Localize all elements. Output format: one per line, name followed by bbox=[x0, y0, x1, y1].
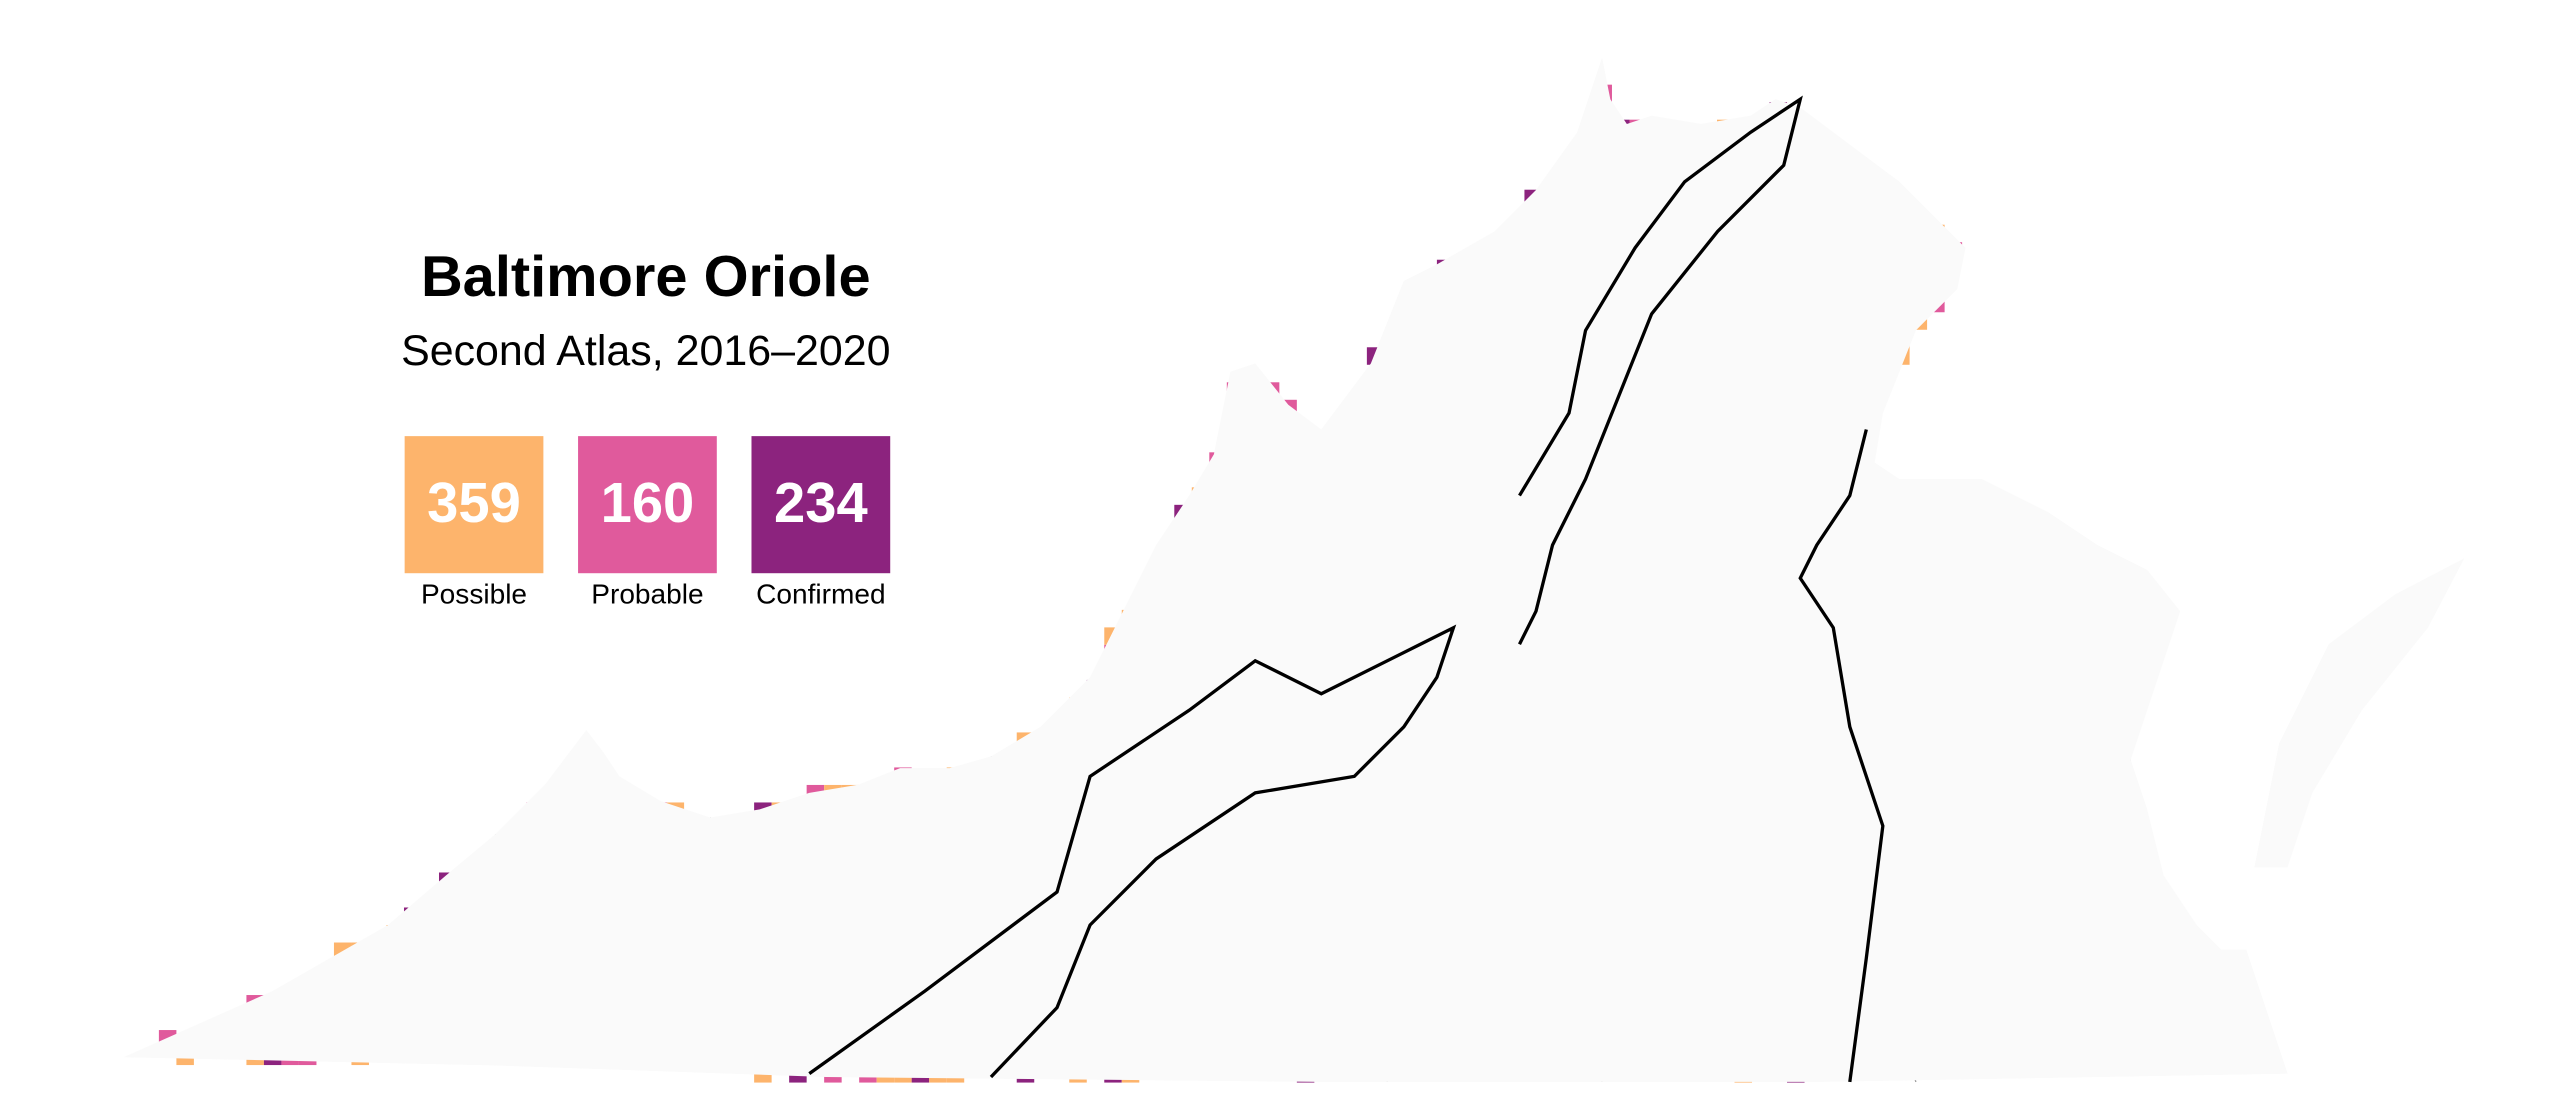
legend-swatch bbox=[404, 436, 544, 574]
map-subtitle: Second Atlas, 2016–2020 bbox=[401, 327, 890, 375]
legend-label: Possible bbox=[421, 579, 527, 610]
legend-swatch bbox=[751, 436, 891, 574]
legend-count: 359 bbox=[427, 471, 521, 534]
legend-swatch bbox=[578, 436, 717, 574]
state-outline bbox=[122, 56, 2466, 1084]
legend: 359 Possible 160 Probable 234 Confirmed bbox=[404, 436, 891, 610]
legend-label: Confirmed bbox=[756, 579, 885, 610]
legend-count: 234 bbox=[774, 471, 868, 534]
legend-count: 160 bbox=[601, 471, 695, 534]
map-title: Baltimore Oriole bbox=[421, 245, 871, 309]
legend-label: Probable bbox=[591, 579, 703, 610]
